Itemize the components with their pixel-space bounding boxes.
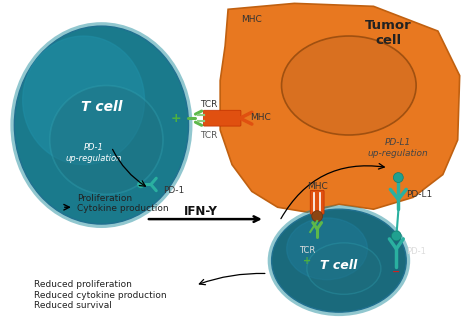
Ellipse shape <box>287 218 367 280</box>
Ellipse shape <box>10 22 192 228</box>
Text: Tumor
cell: Tumor cell <box>365 19 412 47</box>
Circle shape <box>392 231 401 241</box>
Text: PD-1
up-regulation: PD-1 up-regulation <box>65 143 122 163</box>
Text: PD-1: PD-1 <box>406 247 426 256</box>
Text: TCR: TCR <box>201 100 218 109</box>
Text: −: − <box>392 267 401 276</box>
Circle shape <box>312 211 323 221</box>
FancyBboxPatch shape <box>203 110 241 126</box>
Text: PD-1: PD-1 <box>163 186 184 195</box>
Ellipse shape <box>272 209 406 312</box>
Ellipse shape <box>307 243 381 294</box>
Text: TCR: TCR <box>201 132 218 140</box>
Ellipse shape <box>282 36 416 135</box>
Ellipse shape <box>14 26 189 224</box>
Text: Reduced proliferation
Reduced cytokine production
Reduced survival: Reduced proliferation Reduced cytokine p… <box>34 280 167 310</box>
Text: MHC: MHC <box>250 113 271 122</box>
Ellipse shape <box>268 205 410 316</box>
Text: +: + <box>303 256 311 266</box>
Text: Proliferation
Cytokine production: Proliferation Cytokine production <box>77 194 168 213</box>
Ellipse shape <box>50 85 163 194</box>
FancyBboxPatch shape <box>310 190 324 214</box>
Text: MHC: MHC <box>307 182 328 191</box>
Polygon shape <box>220 4 460 212</box>
Text: MHC: MHC <box>241 15 262 24</box>
Ellipse shape <box>23 36 145 165</box>
Text: +: + <box>170 112 181 125</box>
Text: T cell: T cell <box>320 259 357 272</box>
Text: IFN-Y: IFN-Y <box>183 205 217 218</box>
Text: PD-L1: PD-L1 <box>406 190 432 199</box>
Circle shape <box>138 181 144 188</box>
Text: T cell: T cell <box>81 100 122 114</box>
Text: PD-L1
up-regulation: PD-L1 up-regulation <box>368 138 428 157</box>
Text: TCR: TCR <box>299 246 315 255</box>
Circle shape <box>393 172 403 182</box>
